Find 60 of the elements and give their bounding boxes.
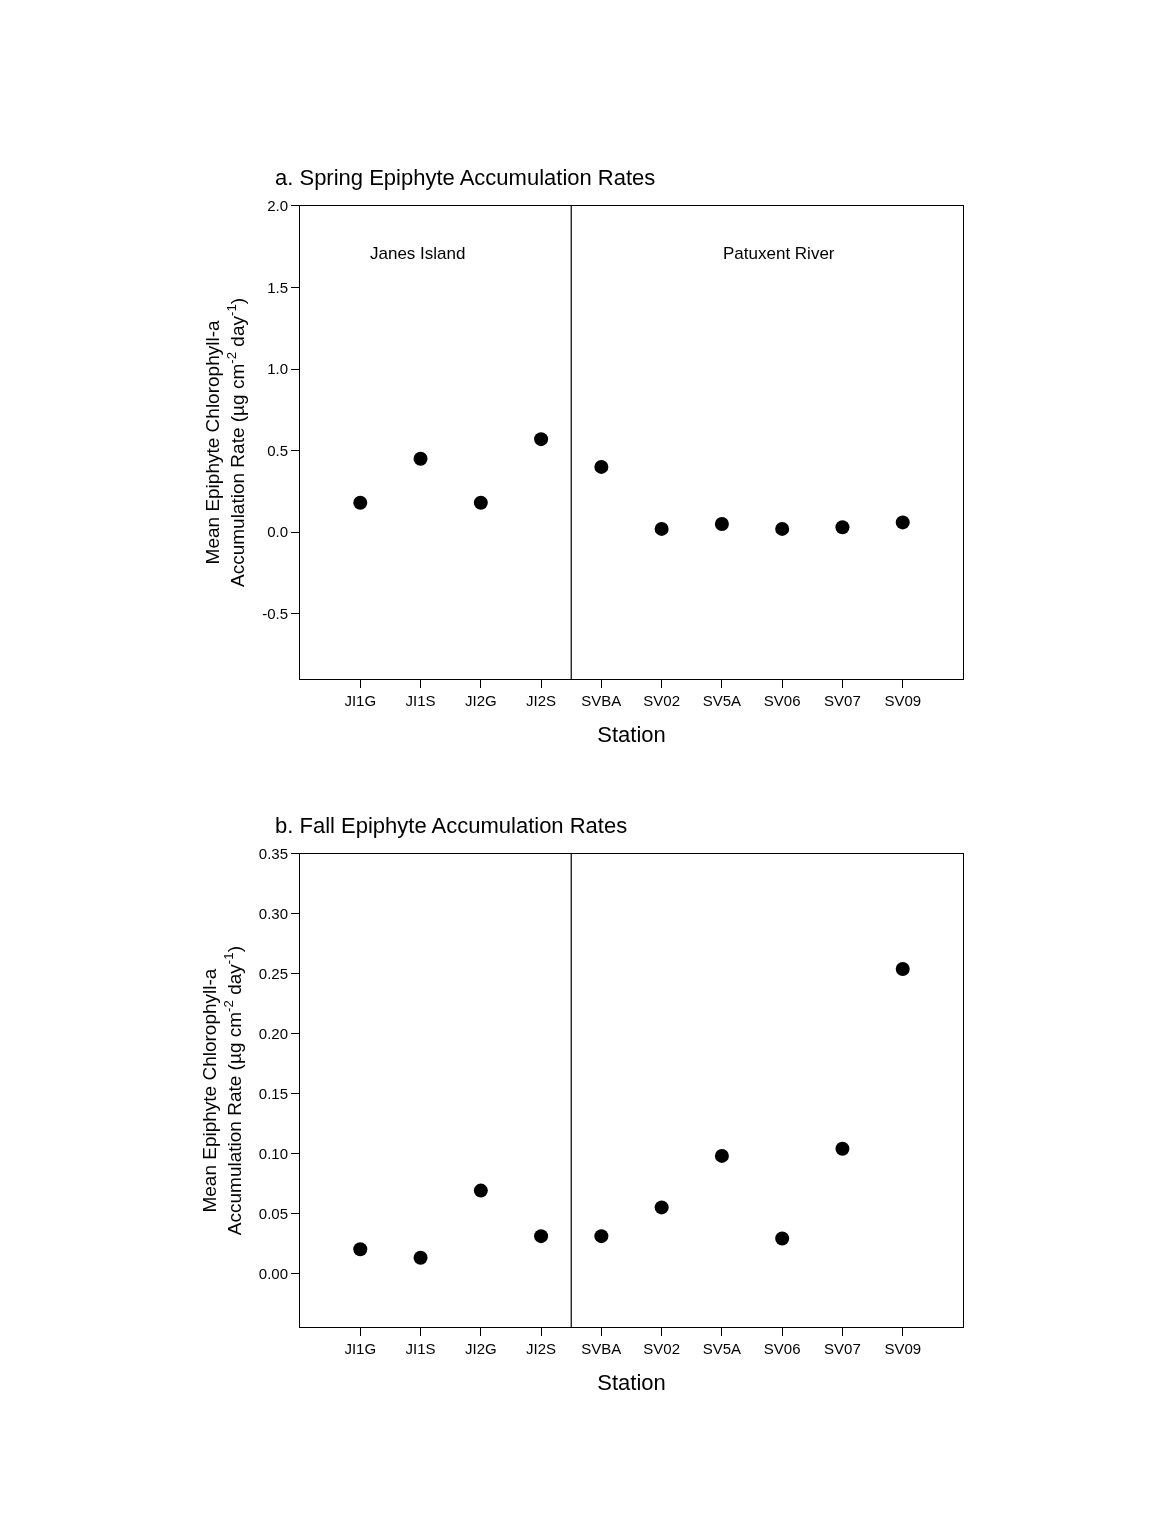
y-tick-label: 0.35 xyxy=(258,845,288,863)
x-tick-label: SV07 xyxy=(824,1340,861,1358)
x-axis-title: Station xyxy=(597,721,666,747)
point xyxy=(594,1229,609,1244)
point xyxy=(835,520,850,535)
y-tick-label: 0.00 xyxy=(258,1264,288,1282)
annotation: Janes Island xyxy=(370,244,466,263)
y-tick-label: 2.0 xyxy=(267,197,288,215)
x-tick-label: JI2G xyxy=(464,1340,497,1358)
x-tick-label: SV02 xyxy=(643,1340,680,1358)
x-tick-label: SV5A xyxy=(702,1340,742,1358)
x-tick-label: JI2S xyxy=(526,692,557,710)
y-tick-label: 1.0 xyxy=(267,360,288,378)
x-tick-label: JI2G xyxy=(464,692,497,710)
point xyxy=(714,1148,729,1163)
x-tick-label: SVBA xyxy=(581,692,622,710)
x-tick-label: SVBA xyxy=(581,1340,622,1358)
point xyxy=(895,515,910,530)
x-tick-label: SV06 xyxy=(763,1340,801,1358)
point xyxy=(714,517,729,532)
x-tick-label: SV07 xyxy=(824,692,861,710)
point xyxy=(594,459,609,474)
point xyxy=(895,961,910,976)
x-axis-title: Station xyxy=(597,1370,666,1396)
point xyxy=(473,1183,488,1198)
x-tick-label: JI1G xyxy=(344,692,377,710)
y-tick-label: 1.5 xyxy=(267,278,288,296)
y-tick-label: 0.25 xyxy=(258,965,288,983)
point xyxy=(775,521,790,536)
y-tick-label: 0.5 xyxy=(267,441,288,459)
x-tick-label: SV09 xyxy=(884,1340,922,1358)
annotation: Patuxent River xyxy=(723,244,835,263)
y-tick-label: 0.0 xyxy=(267,523,288,541)
point xyxy=(835,1141,850,1156)
x-tick-label: SV02 xyxy=(643,692,680,710)
x-tick-label: JI1S xyxy=(405,1340,436,1358)
point xyxy=(654,1200,669,1215)
point xyxy=(353,1242,368,1257)
y-tick-label: 0.15 xyxy=(258,1084,288,1102)
point xyxy=(413,1250,428,1265)
x-tick-label: SV06 xyxy=(763,692,801,710)
x-tick-label: JI1S xyxy=(405,692,436,710)
x-tick-label: SV5A xyxy=(702,692,742,710)
chart-title: b. Fall Epiphyte Accumulation Rates xyxy=(275,813,628,838)
y-tick-label: 0.30 xyxy=(258,905,288,923)
point xyxy=(654,521,669,536)
point xyxy=(534,432,549,447)
point xyxy=(775,1231,790,1246)
y-tick-label: 0.10 xyxy=(258,1144,288,1162)
chart-title: a. Spring Epiphyte Accumulation Rates xyxy=(275,165,656,190)
x-tick-label: JI2S xyxy=(526,1340,557,1358)
y-tick-label: -0.5 xyxy=(262,605,288,623)
y-tick-label: 0.05 xyxy=(258,1204,288,1222)
x-tick-label: JI1G xyxy=(344,1340,377,1358)
point xyxy=(473,495,488,510)
y-tick-label: 0.20 xyxy=(258,1024,288,1042)
x-tick-label: SV09 xyxy=(884,692,922,710)
point xyxy=(353,495,368,510)
point xyxy=(413,451,428,466)
point xyxy=(534,1229,549,1244)
